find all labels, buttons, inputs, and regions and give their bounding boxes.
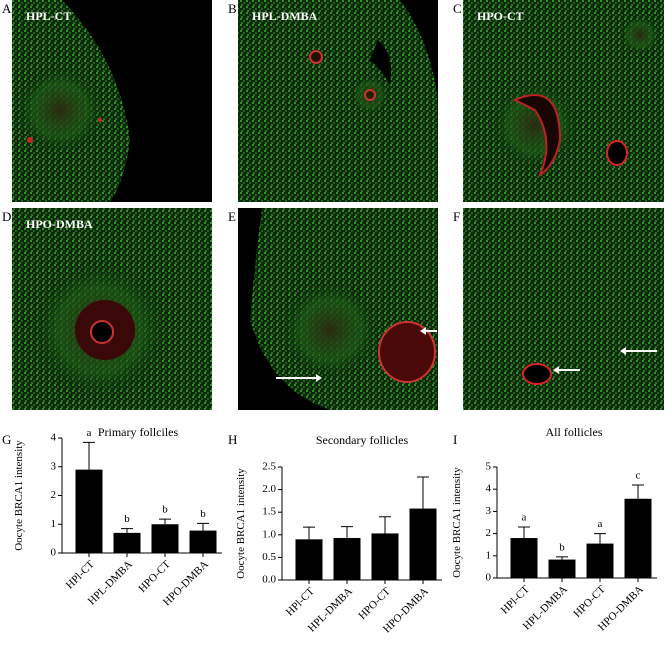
bar	[371, 533, 399, 580]
panel-letter: G	[2, 432, 11, 447]
panel-letter: A	[2, 1, 12, 16]
significance-letter: a	[522, 511, 527, 523]
y-tick-label: 1	[486, 549, 492, 561]
x-tick-label: HPO-CT	[136, 558, 173, 595]
x-tick-label: HPO-CT	[356, 585, 393, 622]
error-bar	[197, 522, 209, 531]
y-tick-label: 2.5	[262, 461, 276, 473]
panel-letter: D	[2, 209, 11, 224]
significance-letter: b	[559, 541, 565, 553]
image-label: HPL-CT	[26, 9, 71, 23]
y-tick-label: 3	[51, 460, 57, 472]
bar	[548, 559, 576, 578]
bar	[624, 498, 652, 578]
image-b	[238, 0, 438, 202]
error-bar	[83, 441, 95, 470]
y-tick-label: 4	[51, 432, 57, 444]
significance-letter: a	[87, 427, 92, 439]
bar	[151, 524, 179, 553]
panel-letter: I	[453, 432, 457, 447]
error-bar	[341, 526, 353, 538]
chart-title: Secondary follicles	[316, 433, 409, 447]
y-tick-label: 0	[51, 547, 57, 559]
significance-letter: a	[598, 518, 603, 530]
error-bar	[379, 516, 391, 534]
y-axis-label: Oocyte BRCA1 intensity	[451, 467, 463, 578]
y-tick-label: 3	[486, 505, 492, 517]
bar	[295, 539, 323, 580]
significance-letter: b	[162, 504, 168, 516]
x-tick-label: HPl-CT	[284, 585, 317, 618]
y-tick-label: 1.5	[262, 506, 276, 518]
panel-letter: F	[453, 209, 460, 224]
image-c	[463, 0, 664, 202]
y-axis-label: Oocyte BRCA1 intensity	[235, 468, 247, 579]
y-tick-label: 2	[486, 527, 492, 539]
y-tick-label: 0.0	[262, 574, 276, 586]
image-label: HPO-DMBA	[26, 217, 93, 231]
y-tick-label: 4	[486, 483, 492, 495]
bar	[75, 469, 103, 553]
x-tick-label: HPl-CT	[64, 558, 97, 591]
significance-letter: b	[124, 513, 130, 525]
chart-title: Primary follciles	[98, 425, 179, 439]
error-bar	[632, 484, 644, 499]
bar	[510, 538, 538, 578]
x-tick-label: HPl-CT	[499, 583, 532, 616]
bar	[189, 530, 217, 553]
x-tick-label: HPO-CT	[571, 583, 608, 620]
error-bar	[159, 518, 171, 525]
y-tick-label: 1.0	[262, 528, 276, 540]
chart-title: All follicles	[546, 425, 603, 439]
error-bar	[556, 556, 568, 560]
panel-letter: H	[228, 432, 237, 447]
image-e	[238, 208, 438, 410]
bar	[586, 543, 614, 578]
image-label: HPL-DMBA	[252, 9, 318, 23]
error-bar	[303, 526, 315, 540]
y-axis-label: Oocyte BRCA1 intensity	[13, 440, 25, 551]
error-bar	[417, 476, 429, 509]
image-label: HPO-CT	[477, 9, 524, 23]
error-bar	[121, 528, 133, 533]
image-f	[463, 208, 664, 410]
bar	[409, 508, 437, 580]
significance-letter: b	[200, 508, 206, 520]
significance-letter: c	[636, 470, 641, 482]
panel-letter: B	[228, 1, 237, 16]
panel-letter: C	[453, 1, 462, 16]
y-tick-label: 2	[51, 489, 57, 501]
error-bar	[518, 526, 530, 539]
bar	[113, 532, 141, 553]
y-tick-label: 5	[486, 461, 492, 473]
bar	[333, 537, 361, 580]
y-tick-label: 0	[486, 572, 492, 584]
y-tick-label: 1	[51, 518, 57, 530]
image-a	[12, 0, 212, 202]
y-tick-label: 2.0	[262, 483, 276, 495]
panel-letter: E	[228, 209, 236, 224]
error-bar	[594, 533, 606, 544]
image-d	[12, 208, 212, 410]
y-tick-label: 0.5	[262, 551, 276, 563]
